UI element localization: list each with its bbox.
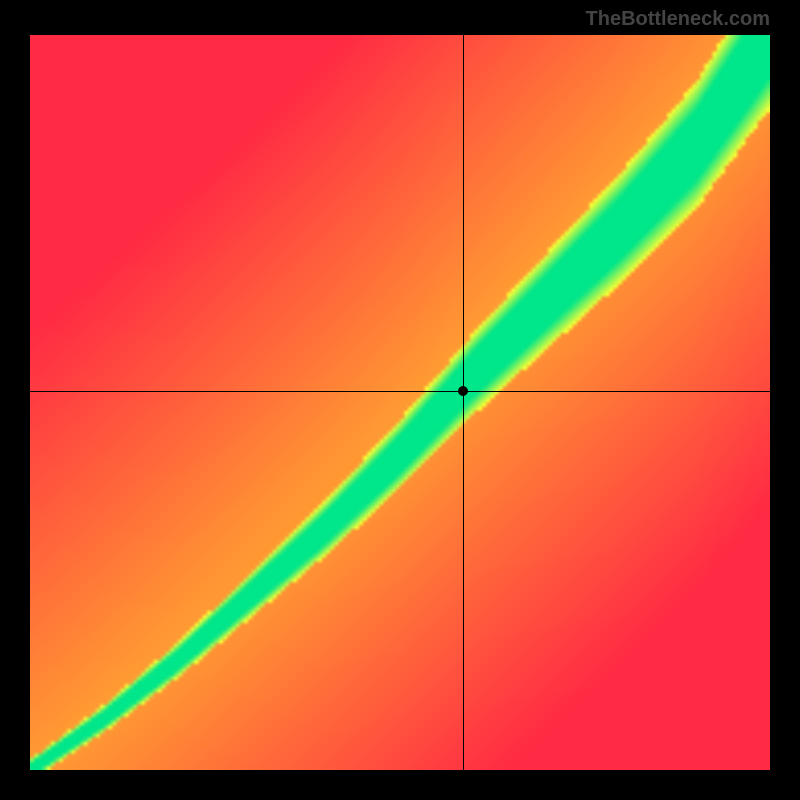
operating-point-marker <box>458 386 468 396</box>
crosshair-horizontal <box>30 391 770 392</box>
heatmap-canvas <box>30 35 770 770</box>
watermark-text: TheBottleneck.com <box>586 8 770 31</box>
bottleneck-heatmap <box>30 35 770 770</box>
crosshair-vertical <box>463 35 464 770</box>
